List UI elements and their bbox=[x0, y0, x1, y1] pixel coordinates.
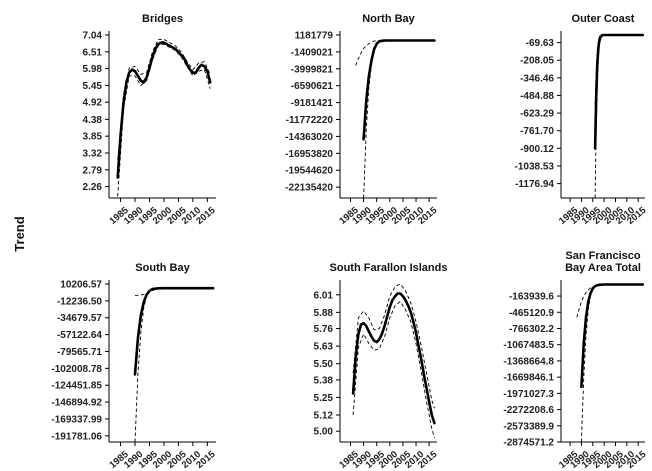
y-tick-label: 2.26 bbox=[83, 182, 103, 193]
y-tick-label: -146894.92 bbox=[51, 398, 102, 409]
y-tick-label: -346.46 bbox=[520, 73, 554, 84]
y-tick-label: -11772220 bbox=[286, 115, 334, 126]
trend-line bbox=[351, 292, 436, 425]
y-tick-label: -14363020 bbox=[285, 132, 333, 143]
y-tick-label: -900.12 bbox=[520, 144, 554, 155]
y-tick-label: 5.45 bbox=[83, 81, 103, 92]
y-tick-label: -1971027.3 bbox=[503, 389, 554, 400]
y-tick-label: -3999821 bbox=[291, 64, 334, 75]
panel-title: South Bay bbox=[135, 262, 190, 274]
ci-lower-line bbox=[363, 40, 435, 199]
panel-title-line: Bridges bbox=[142, 13, 183, 25]
y-tick-label: -2874571.2 bbox=[503, 438, 554, 449]
ci-upper-line bbox=[117, 38, 211, 160]
y-tick-label: -34679.57 bbox=[57, 313, 102, 324]
y-axis-title: Trend bbox=[12, 216, 27, 251]
y-tick-label: -1368664.8 bbox=[503, 356, 554, 367]
ci-upper-line bbox=[134, 287, 214, 296]
y-tick-label: -761.70 bbox=[520, 126, 554, 137]
ci-lower-line bbox=[134, 287, 214, 443]
panel-title: San Francisco Bay Area Total bbox=[565, 250, 641, 274]
panel-title-line: South Farallon Islands bbox=[330, 262, 448, 274]
y-tick-label: -22135420 bbox=[285, 183, 333, 194]
y-tick-label: -465120.9 bbox=[509, 308, 554, 319]
y-tick-label: -1409021 bbox=[291, 47, 334, 58]
ci-upper-line bbox=[594, 34, 643, 106]
y-tick-label: -6590621 bbox=[291, 81, 334, 92]
panel-2: North Bay -22135420 -19544620 -16953820 -143… bbox=[285, 13, 440, 227]
y-tick-label: 10206.57 bbox=[60, 280, 102, 291]
y-tick-label: -12236.50 bbox=[57, 296, 102, 307]
y-tick-label: -163939.6 bbox=[509, 292, 554, 303]
y-tick-label: 6.01 bbox=[314, 290, 334, 301]
y-tick-label: -484.88 bbox=[520, 91, 554, 102]
y-tick-label: 3.32 bbox=[83, 148, 103, 159]
panel-5: South Farallon Islands 5.00 5.12 5.25 5.38 5.… bbox=[314, 262, 448, 471]
y-tick-label: 5.98 bbox=[83, 64, 103, 75]
y-tick-label: -19544620 bbox=[285, 166, 333, 177]
panel-title: South Farallon Islands bbox=[330, 262, 448, 274]
y-tick-label: -2272208.6 bbox=[503, 405, 554, 416]
panel-title: Bridges bbox=[142, 13, 183, 25]
ci-lower-line bbox=[117, 43, 211, 197]
y-tick-label: 5.76 bbox=[314, 324, 334, 335]
y-tick-label: 2.79 bbox=[83, 165, 103, 176]
panel-title-line: South Bay bbox=[135, 262, 190, 274]
y-tick-label: 5.50 bbox=[314, 359, 334, 370]
ci-lower-line bbox=[594, 34, 643, 199]
y-tick-label: -57122.64 bbox=[57, 330, 102, 341]
y-tick-label: -169337.99 bbox=[51, 414, 102, 425]
ci-lower-line bbox=[580, 284, 643, 443]
y-tick-label: -79565.71 bbox=[57, 347, 102, 358]
y-tick-label: 5.25 bbox=[314, 393, 334, 404]
panel-1: Bridges 2.26 2.79 3.32 3.85 4.38 4.92 5.45 5.98 6… bbox=[83, 13, 219, 227]
y-tick-label: -208.05 bbox=[520, 56, 554, 67]
y-tick-label: 6.51 bbox=[83, 47, 103, 58]
y-tick-label: 5.00 bbox=[314, 427, 334, 438]
trend-line bbox=[116, 41, 212, 179]
y-tick-label: -191781.06 bbox=[51, 431, 102, 442]
panel-title-line: Outer Coast bbox=[572, 13, 635, 25]
panel-4: South Bay -191781.06 -169337.99 -146894.92 -… bbox=[51, 262, 218, 471]
y-tick-label: -124451.85 bbox=[51, 381, 102, 392]
panel-title-line: Bay Area Total bbox=[565, 262, 641, 274]
ci-upper-line bbox=[352, 283, 435, 409]
panel-3: Outer Coast -1176.94 -1038.53 -900.12 -761.7… bbox=[515, 13, 649, 227]
y-tick-label: -1067483.5 bbox=[503, 340, 554, 351]
trend-line bbox=[593, 33, 645, 150]
y-tick-label: 7.04 bbox=[83, 31, 103, 42]
trend-line bbox=[362, 39, 436, 141]
y-tick-label: 4.92 bbox=[83, 98, 103, 109]
y-tick-label: 5.12 bbox=[314, 410, 334, 421]
y-tick-label: -16953820 bbox=[285, 149, 333, 160]
y-tick-label: -102008.78 bbox=[51, 364, 102, 375]
y-tick-label: 3.85 bbox=[83, 132, 103, 143]
y-tick-label: -1038.53 bbox=[515, 161, 555, 172]
y-tick-label: 4.38 bbox=[83, 115, 103, 126]
y-tick-label: 5.38 bbox=[314, 375, 334, 386]
y-tick-label: -9181421 bbox=[291, 98, 334, 109]
ci-upper-line bbox=[355, 40, 435, 66]
y-tick-label: 5.88 bbox=[314, 308, 334, 319]
panel-title: Outer Coast bbox=[572, 13, 635, 25]
y-tick-label: -69.63 bbox=[526, 38, 555, 49]
y-tick-label: 5.63 bbox=[314, 342, 334, 353]
y-tick-label: -623.29 bbox=[520, 109, 554, 120]
ci-lower-line bbox=[352, 300, 435, 439]
y-tick-label: -1669846.1 bbox=[503, 373, 554, 384]
trend-line bbox=[580, 283, 645, 389]
trend-line bbox=[133, 286, 215, 376]
y-tick-label: -2573389.9 bbox=[503, 421, 554, 432]
panel-title-line: North Bay bbox=[362, 13, 415, 25]
y-tick-label: -1176.94 bbox=[515, 179, 554, 190]
panel-6: San Francisco Bay Area Total -2874571.2 -25… bbox=[503, 250, 649, 471]
panel-title: North Bay bbox=[362, 13, 415, 25]
y-tick-label: -766302.2 bbox=[509, 324, 554, 335]
y-tick-label: 1181779 bbox=[295, 31, 334, 42]
panel-title-line: San Francisco bbox=[565, 250, 640, 262]
ci-upper-line bbox=[576, 284, 643, 318]
